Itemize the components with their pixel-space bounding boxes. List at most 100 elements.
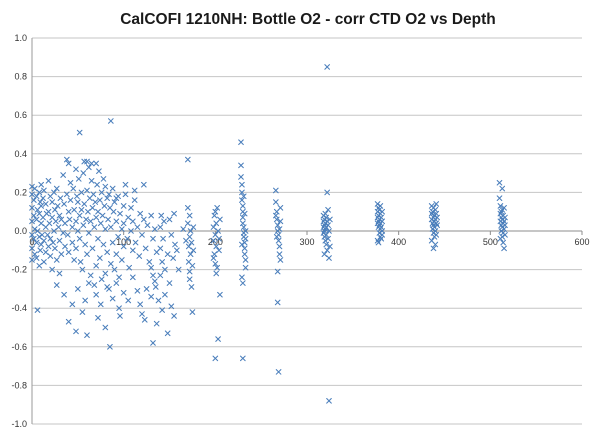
data-point [161, 218, 167, 225]
data-point [238, 174, 244, 180]
data-point [379, 208, 385, 215]
data-point [89, 245, 96, 252]
data-point [497, 203, 504, 209]
data-point [212, 208, 219, 215]
data-point [214, 205, 220, 211]
data-point [500, 239, 506, 246]
data-point [102, 270, 109, 277]
data-point [65, 208, 72, 215]
data-point [496, 179, 503, 186]
data-point [139, 232, 145, 238]
data-point [501, 205, 507, 211]
data-point [379, 228, 385, 234]
data-point [273, 212, 279, 219]
data-point [51, 228, 57, 234]
data-point [108, 224, 114, 230]
data-point [39, 232, 45, 238]
data-point [74, 193, 80, 200]
data-point [499, 185, 506, 192]
data-point [242, 235, 249, 242]
data-point [276, 243, 283, 250]
data-point [185, 220, 191, 227]
chart-title: CalCOFI 1210NH: Bottle O2 - corr CTD O2 … [120, 11, 496, 28]
data-point [242, 264, 249, 271]
data-point [122, 181, 129, 188]
data-point [38, 203, 44, 209]
data-point [41, 187, 47, 194]
data-point [36, 262, 43, 269]
data-point [241, 251, 248, 257]
data-point [119, 257, 125, 263]
data-point [240, 193, 247, 200]
data-point [276, 251, 283, 257]
data-point [164, 330, 171, 337]
data-point [238, 139, 244, 146]
data-point [87, 272, 94, 279]
data-point [83, 216, 89, 223]
data-point [162, 266, 168, 273]
data-point [78, 206, 85, 213]
data-point [45, 177, 52, 184]
data-point [42, 249, 49, 256]
x-tick-label: 0 [29, 237, 34, 247]
data-point [187, 251, 194, 257]
data-point [73, 166, 79, 173]
data-point [29, 245, 35, 252]
data-point [108, 118, 114, 124]
data-point [81, 201, 88, 207]
data-point [323, 241, 330, 248]
data-point [66, 216, 73, 223]
data-point [73, 245, 79, 252]
data-point [60, 230, 66, 236]
data-point [325, 235, 331, 242]
data-point [109, 185, 116, 192]
data-point [166, 216, 173, 223]
data-point [172, 241, 178, 248]
data-point [168, 303, 175, 310]
data-point [166, 280, 173, 286]
y-tick-label: 1.0 [14, 33, 27, 43]
data-point [29, 218, 35, 225]
data-point [97, 255, 103, 261]
data-point [497, 235, 504, 242]
data-point [189, 262, 196, 269]
data-point [168, 232, 175, 238]
data-point [125, 214, 132, 221]
data-point [119, 226, 125, 232]
data-point [92, 199, 99, 205]
y-tick-label: 0.2 [14, 187, 27, 197]
data-point [29, 205, 35, 211]
data-point [45, 208, 52, 215]
data-point [97, 197, 103, 203]
data-point [186, 276, 193, 283]
data-point [502, 232, 508, 238]
data-point [240, 280, 246, 286]
data-point [113, 280, 120, 286]
data-point [113, 195, 120, 202]
data-point [216, 247, 222, 254]
data-point [275, 369, 282, 375]
data-point [277, 205, 284, 211]
data-point [148, 293, 154, 300]
data-point [38, 181, 44, 188]
data-point [79, 266, 86, 273]
data-point [93, 214, 99, 221]
data-point [42, 201, 49, 207]
data-point [31, 212, 37, 219]
data-point [150, 340, 156, 346]
data-point [64, 191, 70, 198]
data-point [241, 245, 248, 252]
data-point [88, 177, 95, 184]
data-point [56, 237, 63, 244]
data-point [240, 355, 246, 362]
y-tick-label: -1.0 [11, 419, 27, 429]
data-point [240, 224, 247, 230]
data-point [91, 282, 98, 288]
data-point [34, 307, 41, 313]
data-point [41, 259, 47, 265]
data-point [134, 288, 141, 294]
data-point [131, 197, 138, 203]
axes [31, 38, 583, 424]
data-point [104, 284, 110, 290]
data-point [158, 212, 165, 219]
